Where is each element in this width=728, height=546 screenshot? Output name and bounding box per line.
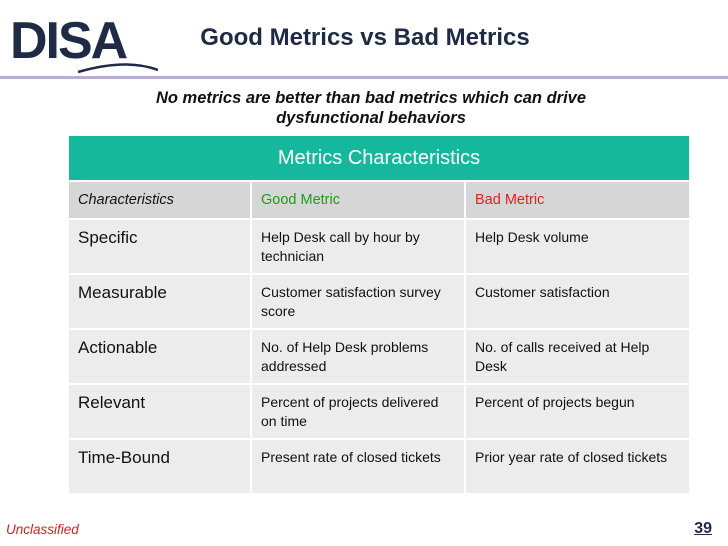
table-row: Actionable No. of Help Desk problems add… <box>69 329 689 385</box>
row-characteristic: Actionable <box>69 329 252 385</box>
row-bad-metric: Prior year rate of closed tickets <box>465 439 689 495</box>
table-row: Specific Help Desk call by hour by techn… <box>69 219 689 275</box>
disa-logo: DISA <box>10 12 158 74</box>
row-bad-metric: Percent of projects begun <box>465 384 689 440</box>
table-row: Time-Bound Present rate of closed ticket… <box>69 439 689 495</box>
column-header-row: Characteristics Good Metric Bad Metric <box>69 181 689 220</box>
subtitle: No metrics are better than bad metrics w… <box>90 88 652 128</box>
row-characteristic: Specific <box>69 219 252 275</box>
column-header-characteristics: Characteristics <box>69 181 252 220</box>
classification-label: Unclassified <box>6 522 79 537</box>
logo-text: DISA <box>10 12 128 70</box>
logo-swoosh-icon <box>77 63 158 74</box>
row-good-metric: Present rate of closed tickets <box>251 439 466 495</box>
row-bad-metric: Help Desk volume <box>465 219 689 275</box>
subtitle-line-2: dysfunctional behaviors <box>276 109 466 127</box>
page-number: 39 <box>694 520 712 537</box>
row-bad-metric: No. of calls received at Help Desk <box>465 329 689 385</box>
row-characteristic: Measurable <box>69 274 252 330</box>
column-header-good-metric: Good Metric <box>251 181 466 220</box>
row-bad-metric: Customer satisfaction <box>465 274 689 330</box>
row-good-metric: Help Desk call by hour by technician <box>251 219 466 275</box>
title-divider <box>0 76 728 79</box>
table-row: Measurable Customer satisfaction survey … <box>69 274 689 330</box>
row-characteristic: Relevant <box>69 384 252 440</box>
row-characteristic: Time-Bound <box>69 439 252 495</box>
row-good-metric: Customer satisfaction survey score <box>251 274 466 330</box>
table-row: Relevant Percent of projects delivered o… <box>69 384 689 440</box>
subtitle-line-1: No metrics are better than bad metrics w… <box>155 89 587 107</box>
row-good-metric: No. of Help Desk problems addressed <box>251 329 466 385</box>
page-title: Good Metrics vs Bad Metrics <box>200 24 530 51</box>
metrics-table: Metrics Characteristics Characteristics … <box>69 136 689 495</box>
table-caption: Metrics Characteristics <box>69 136 689 182</box>
column-header-bad-metric: Bad Metric <box>465 181 689 220</box>
row-good-metric: Percent of projects delivered on time <box>251 384 466 440</box>
